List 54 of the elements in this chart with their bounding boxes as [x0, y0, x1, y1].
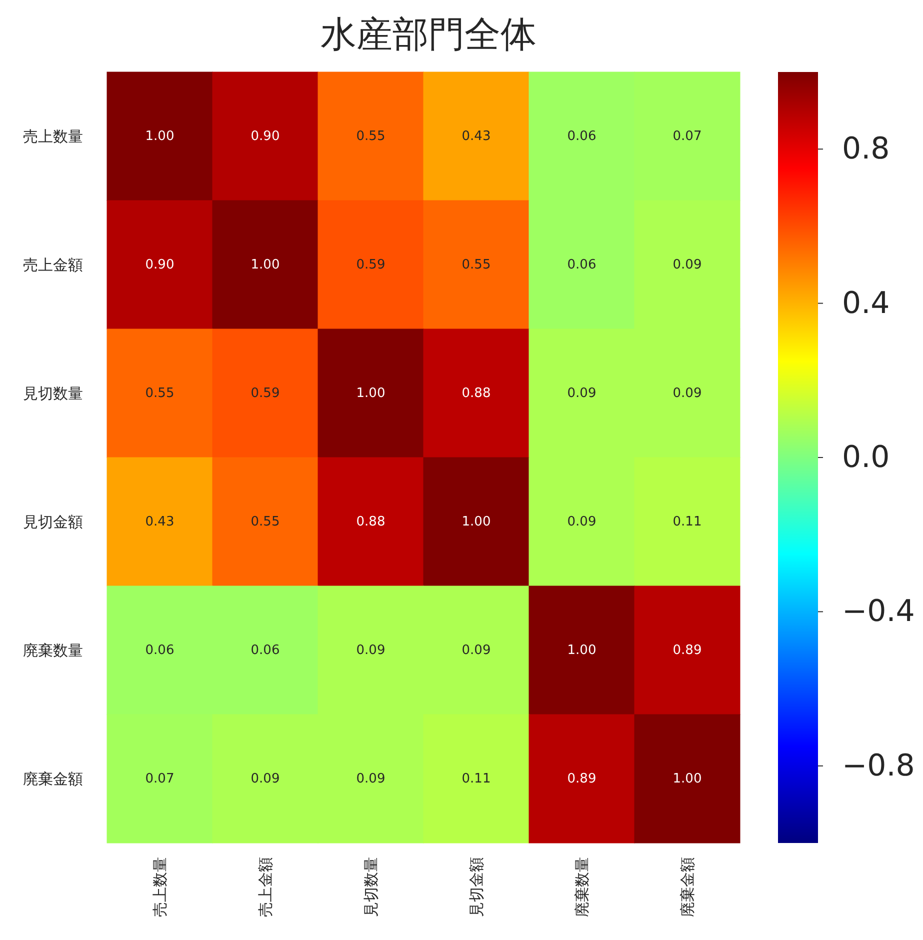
- data-label: 0.59: [250, 386, 280, 401]
- data-label: 0.55: [145, 386, 174, 401]
- y-tick-label: 廃棄金額: [23, 770, 83, 788]
- color-bar-label: 0.8: [842, 132, 890, 167]
- data-label: 0.11: [672, 514, 702, 530]
- data-label: 1.00: [250, 257, 280, 272]
- y-tick-label: 売上金額: [23, 256, 83, 274]
- data-label: 0.09: [356, 771, 386, 786]
- data-label: 0.88: [356, 514, 386, 530]
- chart-title: 水産部門全体: [320, 14, 536, 56]
- data-label: 0.09: [672, 386, 702, 401]
- data-label: 0.90: [145, 257, 174, 272]
- data-label: 0.88: [462, 386, 491, 401]
- data-label: 1.00: [672, 771, 702, 786]
- data-label: 0.55: [250, 514, 280, 530]
- data-label: 0.89: [672, 642, 702, 658]
- data-label: 0.90: [250, 128, 280, 144]
- y-tick-label: 見切数量: [23, 384, 83, 402]
- data-label: 0.09: [462, 642, 491, 658]
- x-tick-label: 見切金額: [467, 857, 486, 917]
- data-label: 0.06: [250, 642, 280, 658]
- color-bar-label: −0.4: [842, 594, 915, 630]
- x-tick-label: 廃棄数量: [572, 857, 591, 917]
- data-label: 0.07: [145, 771, 174, 786]
- x-tick-label: 売上金額: [256, 857, 274, 917]
- data-label: 0.89: [567, 771, 596, 786]
- data-label: 0.09: [567, 386, 596, 401]
- y-tick-label: 売上数量: [23, 127, 83, 146]
- data-label: 0.43: [462, 128, 491, 144]
- data-label: 0.59: [356, 257, 386, 272]
- color-bar-label: −0.8: [842, 748, 915, 784]
- color-bar-label: 0.0: [842, 440, 890, 475]
- data-label: 0.07: [672, 128, 702, 144]
- data-label: 0.06: [145, 642, 174, 658]
- data-label: 0.06: [567, 128, 596, 144]
- x-tick-label: 見切数量: [362, 857, 380, 917]
- data-label: 0.09: [356, 642, 386, 658]
- data-label: 1.00: [567, 642, 596, 658]
- data-label: 0.09: [250, 771, 280, 786]
- data-label: 0.09: [672, 257, 702, 272]
- color-bar-label: 0.4: [842, 286, 890, 321]
- data-label: 0.11: [462, 771, 491, 786]
- x-tick-label: 売上数量: [150, 857, 169, 917]
- data-label: 0.55: [462, 257, 491, 272]
- data-label: 1.00: [145, 128, 174, 144]
- x-tick-label: 廃棄金額: [678, 857, 696, 917]
- data-label: 0.06: [567, 257, 596, 272]
- data-label: 0.09: [567, 514, 596, 530]
- data-label: 0.43: [145, 514, 174, 530]
- y-tick-label: 廃棄数量: [23, 641, 83, 660]
- data-label: 1.00: [462, 514, 491, 530]
- data-label: 1.00: [356, 386, 386, 401]
- y-tick-label: 見切金額: [23, 512, 83, 531]
- data-label: 0.55: [356, 128, 386, 144]
